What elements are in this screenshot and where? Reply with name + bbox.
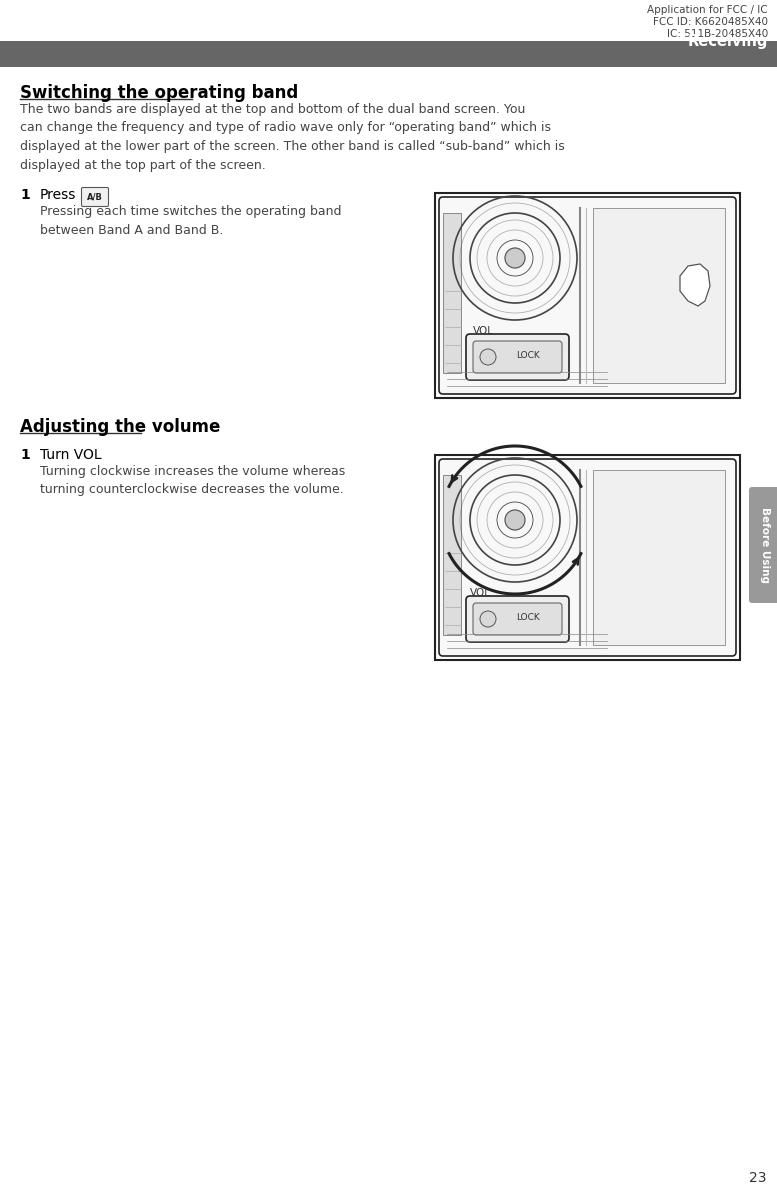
Text: 23: 23 xyxy=(749,1171,767,1185)
Circle shape xyxy=(505,510,525,530)
FancyBboxPatch shape xyxy=(473,603,562,635)
Circle shape xyxy=(505,248,525,268)
Text: Application for FCC / IC: Application for FCC / IC xyxy=(647,5,768,14)
Text: Adjusting the volume: Adjusting the volume xyxy=(20,418,221,436)
Text: LOCK: LOCK xyxy=(516,613,540,623)
FancyBboxPatch shape xyxy=(466,596,569,642)
FancyBboxPatch shape xyxy=(439,459,736,656)
FancyBboxPatch shape xyxy=(443,213,461,373)
Text: Switching the operating band: Switching the operating band xyxy=(20,84,298,102)
Circle shape xyxy=(480,349,496,365)
FancyBboxPatch shape xyxy=(435,194,740,398)
Text: The two bands are displayed at the top and bottom of the dual band screen. You
c: The two bands are displayed at the top a… xyxy=(20,103,565,172)
FancyBboxPatch shape xyxy=(0,41,777,67)
FancyBboxPatch shape xyxy=(435,456,740,660)
Text: VOL: VOL xyxy=(473,326,494,337)
Text: 1: 1 xyxy=(20,188,30,202)
Text: Before Using: Before Using xyxy=(759,507,769,583)
Text: Receiving: Receiving xyxy=(688,34,768,49)
FancyBboxPatch shape xyxy=(749,487,777,603)
Text: Press: Press xyxy=(40,188,76,202)
Polygon shape xyxy=(680,264,710,307)
Text: FCC ID: K6620485X40: FCC ID: K6620485X40 xyxy=(653,17,768,26)
Text: VOL: VOL xyxy=(470,588,491,599)
FancyBboxPatch shape xyxy=(466,334,569,380)
FancyBboxPatch shape xyxy=(439,197,736,394)
Text: Turn VOL: Turn VOL xyxy=(40,448,102,462)
Text: 1: 1 xyxy=(20,448,30,462)
Text: Pressing each time switches the operating band
between Band A and Band B.: Pressing each time switches the operatin… xyxy=(40,206,342,237)
Circle shape xyxy=(480,611,496,627)
FancyBboxPatch shape xyxy=(443,475,461,635)
Text: Turning clockwise increases the volume whereas
turning counterclockwise decrease: Turning clockwise increases the volume w… xyxy=(40,465,345,496)
FancyBboxPatch shape xyxy=(593,208,725,383)
FancyBboxPatch shape xyxy=(593,470,725,645)
Text: IC: 511B-20485X40: IC: 511B-20485X40 xyxy=(667,29,768,38)
Text: A/B: A/B xyxy=(87,192,103,202)
Text: LOCK: LOCK xyxy=(516,351,540,361)
FancyBboxPatch shape xyxy=(473,341,562,373)
FancyBboxPatch shape xyxy=(82,188,109,207)
